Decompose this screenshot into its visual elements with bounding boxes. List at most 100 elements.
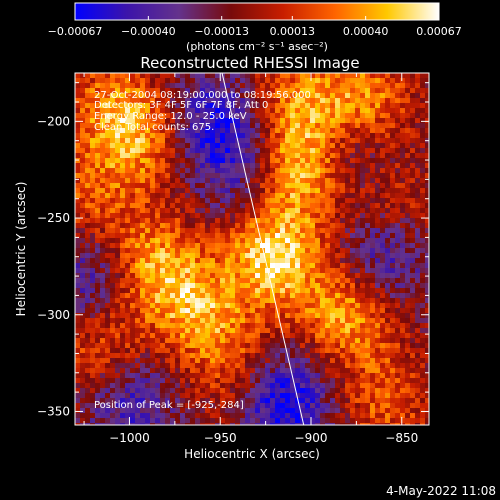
heatmap-cell: [245, 223, 251, 229]
heatmap-cell: [140, 338, 146, 344]
heatmap-cell: [250, 413, 256, 419]
heatmap-cell: [150, 268, 156, 274]
heatmap-cell: [135, 318, 141, 324]
heatmap-cell: [175, 88, 181, 94]
heatmap-cell: [280, 313, 286, 319]
heatmap-cell: [175, 378, 181, 384]
heatmap-cell: [305, 108, 311, 114]
heatmap-cell: [315, 153, 321, 159]
heatmap-cell: [135, 378, 141, 384]
heatmap-cell: [110, 333, 116, 339]
heatmap-cell: [225, 393, 231, 399]
heatmap-cell: [145, 248, 151, 254]
heatmap-cell: [305, 83, 311, 89]
heatmap-cell: [265, 173, 271, 179]
heatmap-cell: [135, 103, 141, 109]
heatmap-cell: [125, 118, 131, 124]
heatmap-cell: [180, 373, 186, 379]
heatmap-cell: [370, 333, 376, 339]
heatmap-cell: [325, 278, 331, 284]
heatmap-cell: [205, 188, 211, 194]
heatmap-cell: [75, 238, 81, 244]
heatmap-cell: [250, 388, 256, 394]
heatmap-cell: [85, 123, 91, 129]
heatmap-cell: [145, 203, 151, 209]
heatmap-cell: [165, 363, 171, 369]
heatmap-cell: [370, 103, 376, 109]
heatmap-cell: [405, 193, 411, 199]
heatmap-cell: [265, 243, 271, 249]
heatmap-cell: [80, 88, 86, 94]
heatmap-cell: [325, 128, 331, 134]
heatmap-cell: [350, 348, 356, 354]
heatmap-cell: [155, 283, 161, 289]
heatmap-cell: [270, 98, 276, 104]
heatmap-cell: [95, 213, 101, 219]
heatmap-cell: [175, 393, 181, 399]
heatmap-cell: [115, 98, 121, 104]
heatmap-cell: [170, 278, 176, 284]
heatmap-cell: [80, 108, 86, 114]
heatmap-cell: [295, 223, 301, 229]
heatmap-cell: [415, 188, 421, 194]
heatmap-cell: [245, 228, 251, 234]
heatmap-cell: [180, 198, 186, 204]
heatmap-cell: [280, 173, 286, 179]
heatmap-cell: [155, 123, 161, 129]
heatmap-cell: [335, 148, 341, 154]
heatmap-cell: [355, 178, 361, 184]
heatmap-cell: [315, 358, 321, 364]
heatmap-cell: [135, 158, 141, 164]
heatmap-cell: [380, 313, 386, 319]
heatmap-cell: [240, 203, 246, 209]
heatmap-cell: [185, 168, 191, 174]
heatmap-cell: [150, 318, 156, 324]
heatmap-cell: [215, 198, 221, 204]
heatmap-cell: [205, 388, 211, 394]
heatmap-cell: [140, 378, 146, 384]
heatmap-cell: [150, 238, 156, 244]
heatmap-cell: [400, 373, 406, 379]
heatmap-cell: [280, 128, 286, 134]
heatmap-cell: [240, 338, 246, 344]
heatmap-cell: [370, 73, 376, 79]
heatmap-cell: [215, 368, 221, 374]
heatmap-cell: [355, 253, 361, 259]
heatmap-cell: [95, 78, 101, 84]
heatmap-cell: [295, 93, 301, 99]
heatmap-cell: [145, 78, 151, 84]
heatmap-cell: [150, 83, 156, 89]
heatmap-cell: [400, 358, 406, 364]
heatmap-cell: [160, 353, 166, 359]
heatmap-cell: [260, 88, 266, 94]
heatmap-cell: [360, 258, 366, 264]
heatmap-cell: [285, 248, 291, 254]
heatmap-cell: [175, 338, 181, 344]
heatmap-cell: [255, 398, 261, 404]
heatmap-cell: [155, 418, 161, 424]
heatmap-cell: [120, 118, 126, 124]
heatmap-cell: [75, 388, 81, 394]
heatmap-cell: [390, 178, 396, 184]
heatmap-cell: [405, 338, 411, 344]
heatmap-cell: [360, 373, 366, 379]
heatmap-cell: [390, 168, 396, 174]
heatmap-cell: [170, 263, 176, 269]
heatmap-cell: [405, 143, 411, 149]
heatmap-cell: [300, 383, 306, 389]
heatmap-cell: [425, 253, 429, 259]
heatmap-cell: [230, 228, 236, 234]
heatmap-cell: [265, 303, 271, 309]
heatmap-cell: [195, 193, 201, 199]
heatmap-cell: [350, 338, 356, 344]
heatmap-cell: [100, 373, 106, 379]
heatmap-cell: [400, 218, 406, 224]
heatmap-cell: [125, 313, 131, 319]
heatmap-cell: [335, 73, 341, 79]
heatmap-cell: [180, 173, 186, 179]
heatmap-cell: [410, 143, 416, 149]
heatmap-cell: [180, 323, 186, 329]
heatmap-cell: [190, 193, 196, 199]
heatmap-cell: [360, 88, 366, 94]
heatmap-cell: [140, 278, 146, 284]
